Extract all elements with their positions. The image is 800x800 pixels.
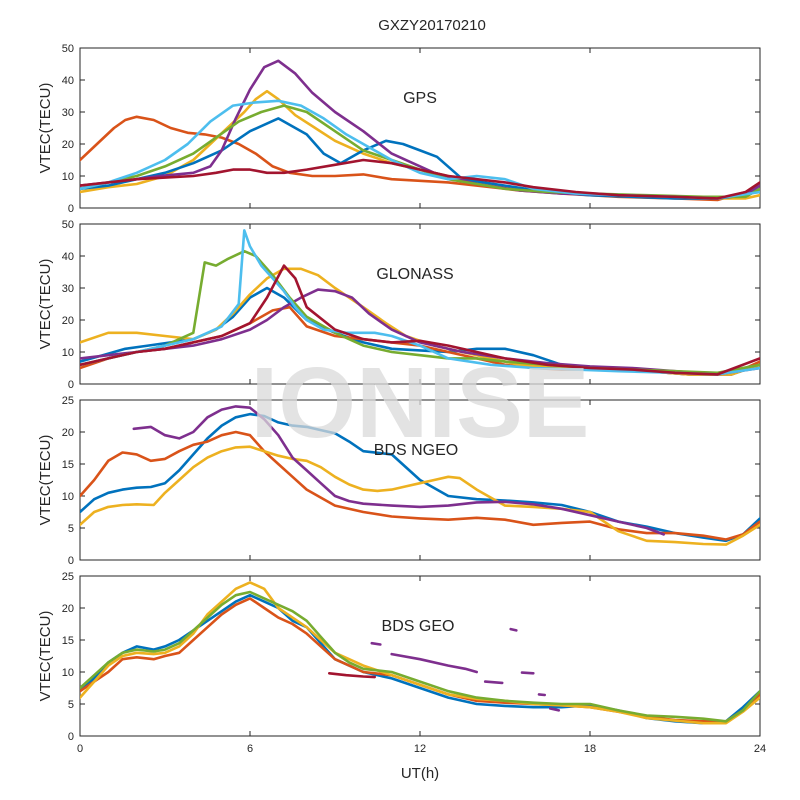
watermark: IONISE (251, 347, 590, 459)
y-tick-label: 10 (62, 491, 74, 503)
series-line-3-10 (537, 693, 547, 697)
y-tick-label: 20 (62, 315, 74, 327)
y-axis-label: VTEC(TECU) (37, 435, 54, 526)
x-axis-label: UT(h) (401, 765, 439, 782)
y-tick-label: 15 (62, 459, 74, 471)
plot-area-3 (79, 575, 761, 737)
y-tick-label: 30 (62, 283, 74, 295)
panel-0: 0 10 20 30 40 50 VTEC(TECU) GPS (37, 43, 761, 215)
y-axis-label: VTEC(TECU) (37, 259, 54, 350)
series-line-2-3 (132, 405, 666, 536)
x-tick-label: 12 (414, 743, 426, 755)
series-group-3 (80, 581, 760, 725)
y-tick-label: 0 (68, 731, 74, 743)
y-tick-label: 40 (62, 75, 74, 87)
x-tick-label: 0 (77, 743, 83, 755)
panel-label: BDS GEO (382, 618, 455, 635)
panel-label: GPS (403, 90, 437, 107)
y-tick-label: 30 (62, 107, 74, 119)
figure-title: GXZY20170210 (378, 17, 486, 34)
plot-area-0 (79, 47, 761, 209)
series-line-3-5 (370, 641, 382, 646)
series-line-3-11 (548, 707, 561, 712)
y-tick-label: 10 (62, 667, 74, 679)
y-tick-label: 20 (62, 603, 74, 615)
panel-2: 0 5 10 15 20 25 VTEC(TECU) BDS NGEO (37, 395, 761, 567)
series-line-1-6 (80, 264, 760, 376)
y-tick-label: 20 (62, 139, 74, 151)
series-line-3-4 (327, 671, 377, 679)
series-line-3-3 (80, 590, 760, 723)
panel-label: GLONASS (376, 266, 453, 283)
y-tick-label: 0 (68, 379, 74, 391)
y-tick-label: 5 (68, 699, 74, 711)
series-line-0-5 (80, 99, 760, 200)
series-line-3-6 (390, 652, 479, 674)
series-line-3-8 (509, 627, 518, 632)
series-line-2-1 (80, 430, 760, 541)
y-axis-label: VTEC(TECU) (37, 611, 54, 702)
y-tick-label: 50 (62, 219, 74, 231)
y-tick-label: 10 (62, 347, 74, 359)
series-line-2-2 (80, 445, 760, 546)
plot-area-1 (79, 223, 761, 385)
series-line-3-7 (483, 680, 504, 685)
y-tick-label: 40 (62, 251, 74, 263)
x-tick-label: 24 (754, 743, 766, 755)
series-group-1 (80, 229, 760, 376)
x-tick-label: 18 (584, 743, 596, 755)
y-tick-label: 50 (62, 43, 74, 55)
panel-3: 0 5 10 15 20 25 0 6 12 18 24 VTEC(TECU) BDS GEO (37, 571, 766, 755)
y-tick-label: 15 (62, 635, 74, 647)
y-tick-label: 10 (62, 171, 74, 183)
series-line-1-5 (80, 229, 760, 376)
x-tick-label: 6 (247, 743, 253, 755)
series-line-0-6 (80, 158, 760, 200)
series-group-0 (80, 59, 760, 202)
y-tick-label: 25 (62, 395, 74, 407)
series-line-3-9 (520, 671, 535, 675)
y-tick-label: 20 (62, 427, 74, 439)
y-tick-label: 0 (68, 555, 74, 567)
y-tick-label: 5 (68, 523, 74, 535)
y-tick-label: 0 (68, 203, 74, 215)
panel-label: BDS NGEO (374, 442, 458, 459)
y-tick-label: 25 (62, 571, 74, 583)
series-line-1-3 (80, 288, 760, 376)
panel-1: 0 10 20 30 40 50 VTEC(TECU) GLONASS (37, 219, 761, 391)
y-axis-label: VTEC(TECU) (37, 83, 54, 174)
series-group-2 (80, 405, 760, 546)
